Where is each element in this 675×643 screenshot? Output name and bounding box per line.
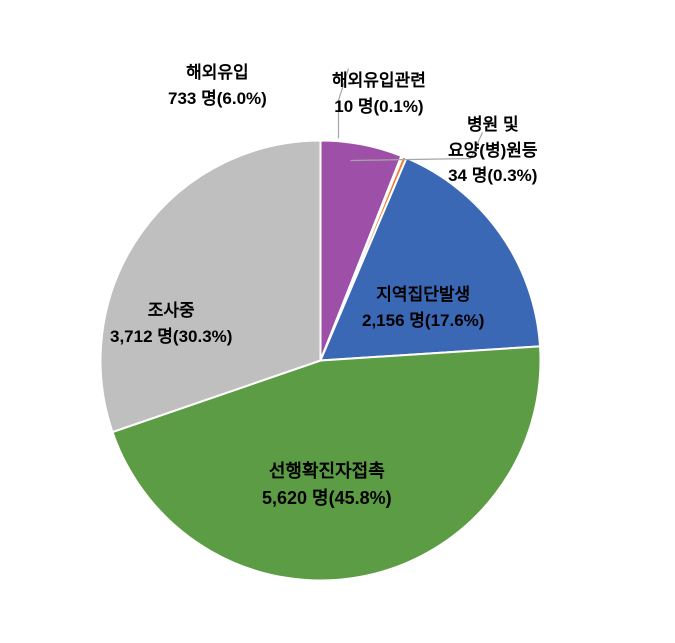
chart-label-4: 선행확진자접촉5,620 명(45.8%): [262, 458, 392, 512]
pie-chart-container: 해외유입733 명(6.0%) 해외유입관련10 명(0.1%) 병원 및요양(병)…: [0, 0, 675, 643]
chart-label-value: 2,156 명(17.6%): [362, 308, 484, 334]
chart-label-3: 지역집단발생2,156 명(17.6%): [362, 282, 484, 333]
chart-label-title: 해외유입: [168, 60, 267, 86]
chart-label-0: 해외유입733 명(6.0%): [168, 60, 267, 111]
chart-label-title: 병원 및: [448, 112, 538, 138]
chart-label-value: 요양(병)원등: [448, 138, 538, 164]
chart-label-title: 조사중: [110, 298, 232, 324]
chart-label-value: 3,712 명(30.3%): [110, 324, 232, 350]
chart-label-title: 해외유입관련: [332, 68, 426, 94]
chart-label-1: 해외유입관련10 명(0.1%): [332, 68, 426, 119]
chart-label-value: 5,620 명(45.8%): [262, 485, 392, 512]
chart-label-5: 조사중3,712 명(30.3%): [110, 298, 232, 349]
chart-label-value: 733 명(6.0%): [168, 86, 267, 112]
pie-slices-group: [100, 140, 540, 580]
chart-label-title: 선행확진자접촉: [262, 458, 392, 485]
chart-label-value: 10 명(0.1%): [332, 94, 426, 120]
chart-label-title: 지역집단발생: [362, 282, 484, 308]
chart-label-2: 병원 및요양(병)원등34 명(0.3%): [448, 112, 538, 189]
chart-label-value-2: 34 명(0.3%): [448, 163, 538, 189]
